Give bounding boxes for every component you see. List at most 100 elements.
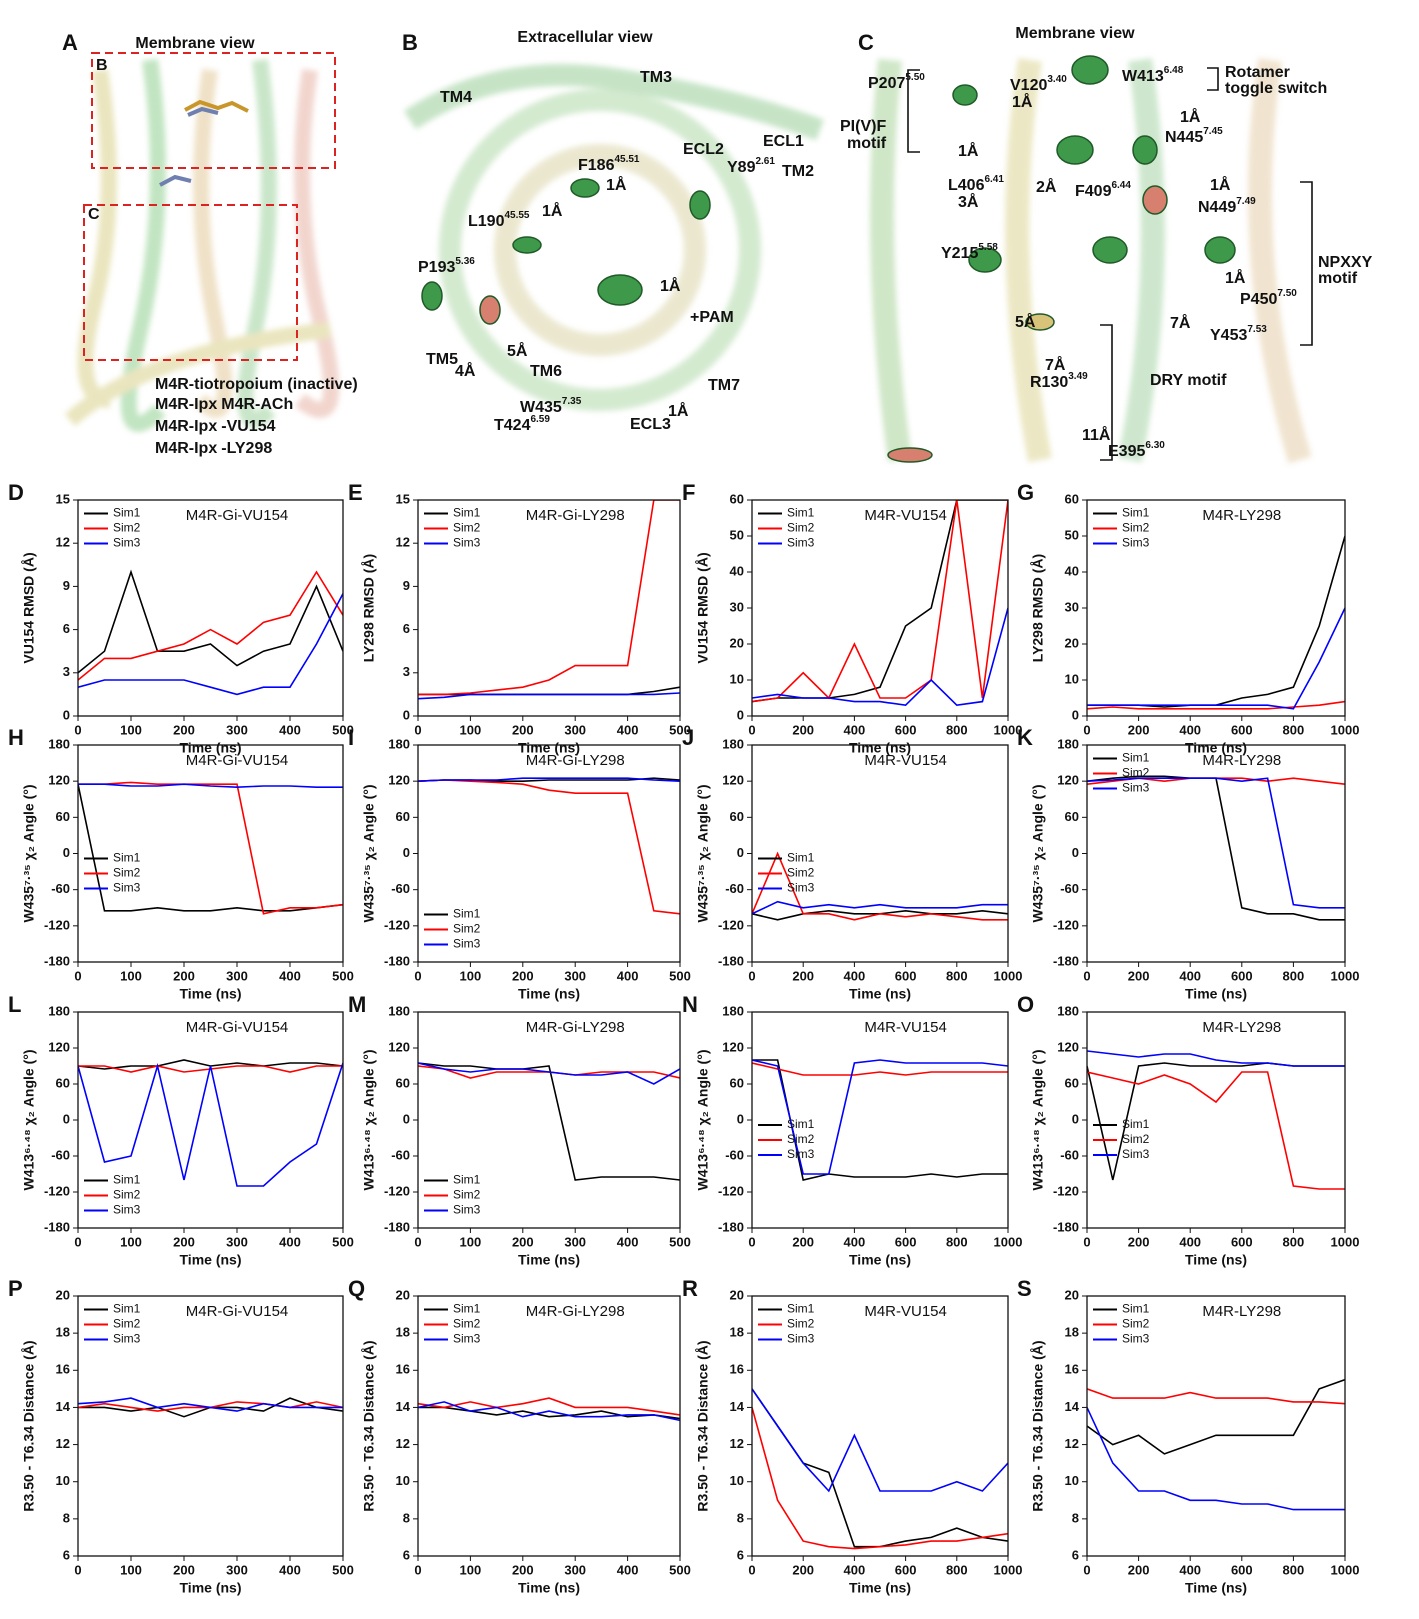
label-text: 1Å — [958, 141, 979, 160]
legend-label: Sim1 — [787, 1117, 815, 1131]
y-tick-label: 12 — [396, 535, 410, 550]
legend-label: Sim1 — [1122, 1302, 1150, 1316]
series-line — [752, 900, 1008, 915]
x-tick-label: 300 — [564, 722, 586, 737]
y-tick-label: 14 — [1065, 1399, 1080, 1414]
y-tick-label: 18 — [396, 1325, 410, 1340]
residue-label: P1935.36 — [418, 256, 475, 277]
panel-letter: H — [8, 725, 24, 750]
x-tick-label: 400 — [1179, 1562, 1201, 1577]
residue-label: M4R-Ipx — [155, 440, 217, 457]
y-tick-label: -180 — [44, 953, 70, 968]
label-sup: 7.50 — [1277, 288, 1297, 299]
y-tick-label: 6 — [403, 621, 410, 636]
x-tick-label: 300 — [564, 1562, 586, 1577]
y-tick-label: -60 — [725, 881, 744, 896]
x-tick-label: 400 — [279, 1562, 301, 1577]
y-tick-label: -120 — [1053, 1183, 1079, 1198]
series-line — [752, 607, 1008, 707]
y-tick-label: 60 — [730, 809, 744, 824]
legend-label: Sim3 — [787, 1147, 815, 1161]
label-text: DRY motif — [1150, 372, 1227, 389]
residue-label: 5Å — [1015, 312, 1036, 331]
x-tick-label: 100 — [460, 1234, 482, 1249]
y-tick-label: 6 — [1072, 1547, 1079, 1562]
legend-label: Sim1 — [453, 506, 481, 520]
x-tick-label: 0 — [74, 722, 81, 737]
label-sup: 45.51 — [614, 154, 639, 165]
x-tick-label: 1000 — [1331, 1234, 1360, 1249]
y-tick-label: 0 — [403, 845, 410, 860]
chart-title: M4R-Gi-VU154 — [186, 1019, 289, 1036]
y-axis-label: R3.50 - T6.34 Distance (Å) — [695, 1340, 711, 1511]
x-tick-label: 500 — [669, 722, 691, 737]
label-text: Y89 — [727, 159, 756, 176]
y-tick-label: -180 — [384, 953, 410, 968]
label-text: B — [96, 57, 108, 74]
label-sup: 7.35 — [562, 396, 582, 407]
x-tick-label: 200 — [792, 968, 814, 983]
label-text: +PAM — [690, 309, 734, 326]
series-line — [752, 500, 1008, 703]
chart-title: M4R-VU154 — [864, 752, 947, 769]
residue-label: Y2155.58 — [941, 242, 998, 263]
series-line — [1087, 1378, 1345, 1455]
label-text: M4R-Ipx — [155, 418, 217, 435]
y-tick-label: 10 — [1065, 1473, 1079, 1488]
residue-label: Y892.61 — [727, 156, 775, 177]
x-tick-label: 200 — [792, 1562, 814, 1577]
y-tick-label: 0 — [737, 845, 744, 860]
legend-label: Sim1 — [113, 1173, 141, 1187]
label-text: -LY298 — [221, 440, 272, 457]
residue-label: TM4 — [440, 89, 472, 106]
series-line — [1087, 535, 1345, 708]
plot-frame — [417, 1295, 681, 1557]
residues-c — [887, 55, 1236, 463]
y-tick-label: 0 — [63, 1111, 70, 1126]
y-tick-label: 20 — [396, 1287, 410, 1302]
label-text: TM2 — [782, 163, 814, 180]
x-tick-label: 0 — [748, 968, 755, 983]
label-text: 1Å — [1210, 175, 1231, 194]
y-tick-label: 0 — [403, 1111, 410, 1126]
x-tick-label: 800 — [946, 722, 968, 737]
x-tick-label: 400 — [617, 722, 639, 737]
label-text: NPXXY — [1318, 254, 1373, 271]
label-text: motif — [847, 135, 887, 152]
label-text: M4R-Ipx — [155, 396, 217, 413]
x-axis-label: Time (ns) — [849, 1252, 911, 1268]
residue-label: DRY motif — [1150, 372, 1227, 389]
residue-label: B — [96, 57, 108, 74]
ligand — [159, 99, 249, 187]
x-tick-label: 600 — [895, 722, 917, 737]
residue-label: 2Å — [1036, 177, 1057, 196]
series-line — [418, 692, 680, 700]
x-axis-label: Time (ns) — [518, 986, 580, 1002]
plot-frame — [417, 499, 681, 717]
label-text: TM5 — [426, 351, 458, 368]
x-tick-label: 600 — [1231, 1562, 1253, 1577]
y-tick-label: 20 — [56, 1287, 70, 1302]
legend-label: Sim3 — [113, 881, 141, 895]
x-axis-label: Time (ns) — [1185, 1252, 1247, 1268]
panel-letter: M — [348, 992, 366, 1017]
y-tick-label: 10 — [730, 1473, 744, 1488]
residue-label: TM6 — [530, 363, 562, 380]
zoom-box — [91, 52, 336, 169]
label-text: V120 — [1010, 77, 1047, 94]
y-tick-label: 60 — [396, 1075, 410, 1090]
y-axis-label: R3.50 - T6.34 Distance (Å) — [1030, 1340, 1046, 1511]
residue-label: ECL3 — [630, 416, 671, 433]
legend-label: Sim1 — [787, 506, 815, 520]
y-tick-label: 180 — [1057, 1003, 1079, 1018]
x-tick-label: 500 — [332, 1234, 354, 1249]
residue-label: P2075.50 — [868, 72, 925, 93]
label-text: C — [88, 206, 100, 223]
label-sup: 6.59 — [530, 414, 550, 425]
y-tick-label: 6 — [63, 621, 70, 636]
x-tick-label: 400 — [844, 1234, 866, 1249]
series-line — [78, 781, 343, 915]
residue-label: 1Å — [606, 175, 627, 194]
residue-label: 1Å — [1225, 268, 1246, 287]
residue-label: 7Å — [1045, 355, 1066, 374]
